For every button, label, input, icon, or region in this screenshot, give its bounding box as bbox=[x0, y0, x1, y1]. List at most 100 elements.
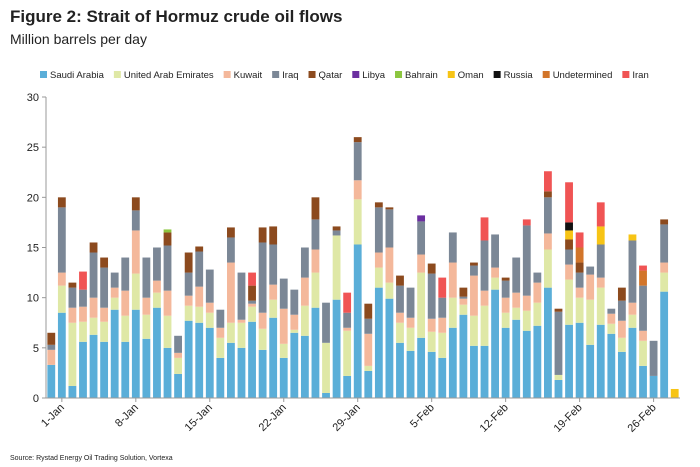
bar-segment bbox=[100, 257, 109, 268]
bar-segment bbox=[248, 272, 256, 286]
bar-segment bbox=[522, 330, 531, 398]
bar-segment bbox=[364, 318, 373, 334]
bar-segment bbox=[385, 298, 394, 398]
bar-segment bbox=[522, 225, 531, 296]
x-tick-label: 12-Feb bbox=[478, 402, 511, 435]
bar-segment bbox=[57, 285, 66, 313]
bar-segment bbox=[459, 298, 468, 305]
bar-segment bbox=[110, 287, 119, 298]
bar-segment bbox=[332, 235, 341, 300]
bar-segment bbox=[448, 232, 457, 263]
bar-segment bbox=[153, 280, 161, 293]
bar-segment bbox=[269, 299, 278, 318]
bar-segment bbox=[100, 341, 109, 398]
bar-segment bbox=[300, 335, 309, 398]
legend-label: Qatar bbox=[319, 70, 343, 81]
bar-segment bbox=[639, 265, 647, 271]
y-tick-label: 5 bbox=[33, 343, 39, 355]
bar-segment bbox=[57, 197, 66, 208]
bar-segment bbox=[533, 302, 542, 326]
bar-segment bbox=[68, 307, 77, 323]
bar-segment bbox=[660, 272, 669, 292]
bar-segment bbox=[512, 257, 521, 293]
legend-label: Saudi Arabia bbox=[50, 70, 105, 81]
bar-segment bbox=[163, 315, 172, 348]
bar-segment bbox=[290, 289, 299, 315]
bar-segment bbox=[184, 295, 193, 306]
bar-segment bbox=[501, 327, 510, 398]
bar-segment bbox=[427, 273, 436, 319]
y-tick-label: 20 bbox=[27, 192, 39, 204]
bar-segment bbox=[491, 267, 499, 278]
bar-segment bbox=[544, 191, 552, 198]
legend-swatch bbox=[622, 71, 630, 78]
bar-segment bbox=[670, 388, 679, 398]
bar-segment bbox=[565, 239, 573, 250]
bar-segment bbox=[427, 351, 436, 398]
bar-segment bbox=[258, 328, 267, 350]
bar-segment bbox=[353, 199, 362, 245]
bar-segment bbox=[163, 232, 172, 246]
bar-segment bbox=[660, 219, 669, 225]
bar-segment bbox=[596, 324, 605, 398]
bar-segment bbox=[628, 240, 637, 303]
bar-segment bbox=[427, 331, 436, 352]
bar-segment bbox=[649, 375, 658, 398]
bar-segment bbox=[364, 333, 373, 366]
bar-segment bbox=[448, 297, 457, 328]
legend-label: Libya bbox=[362, 70, 385, 81]
bar-segment bbox=[89, 242, 98, 253]
bar-segment bbox=[89, 297, 98, 318]
bar-segment bbox=[279, 357, 288, 398]
bar-segment bbox=[438, 317, 447, 333]
bar-segment bbox=[79, 271, 87, 290]
bar-segment bbox=[353, 244, 362, 398]
bar-segment bbox=[470, 265, 478, 276]
bar-segment bbox=[522, 310, 531, 331]
x-tick-label: 29-Jan bbox=[331, 402, 363, 434]
bar-segment bbox=[596, 202, 605, 227]
bar-segment bbox=[290, 329, 299, 333]
bar-segment bbox=[480, 240, 489, 291]
x-tick-label: 1-Jan bbox=[39, 402, 67, 430]
bar-segment bbox=[110, 297, 119, 310]
bar-segment bbox=[227, 237, 235, 263]
y-tick-label: 10 bbox=[27, 293, 39, 305]
bar-segment bbox=[100, 321, 109, 342]
bar-segment bbox=[131, 273, 140, 310]
x-tick-label: 19-Feb bbox=[552, 402, 585, 435]
legend-swatch bbox=[542, 71, 550, 78]
bar-segment bbox=[184, 320, 193, 398]
bar-segment bbox=[660, 262, 669, 273]
bar-segment bbox=[343, 312, 352, 328]
bar-segment bbox=[279, 308, 288, 344]
x-tick-label: 22-Jan bbox=[257, 402, 289, 434]
bar-segment bbox=[227, 262, 235, 323]
bar-segment bbox=[174, 335, 182, 353]
bar-segment bbox=[459, 314, 468, 398]
bar-segment bbox=[131, 210, 140, 231]
bar-segment bbox=[142, 297, 151, 315]
bar-segment bbox=[459, 287, 468, 297]
bar-segment bbox=[628, 327, 637, 398]
bar-segment bbox=[533, 325, 542, 398]
bar-segment bbox=[396, 275, 404, 286]
bar-segment bbox=[47, 349, 56, 365]
bar-segment bbox=[290, 314, 299, 330]
bar-segment bbox=[406, 327, 415, 351]
bar-segment bbox=[596, 244, 605, 278]
bar-segment bbox=[448, 262, 457, 298]
bar-segment bbox=[512, 292, 521, 308]
bar-segment bbox=[79, 321, 87, 342]
bar-segment bbox=[205, 269, 214, 303]
bar-segment bbox=[216, 357, 225, 398]
bar-segment bbox=[163, 290, 172, 316]
bar-segment bbox=[174, 373, 182, 398]
bar-segment bbox=[332, 299, 341, 398]
bar-segment bbox=[417, 221, 426, 255]
bar-segment bbox=[385, 209, 394, 248]
bar-segment bbox=[628, 234, 637, 241]
bar-segment bbox=[385, 247, 394, 283]
bar-segment bbox=[163, 347, 172, 398]
bar-segment bbox=[258, 242, 267, 313]
